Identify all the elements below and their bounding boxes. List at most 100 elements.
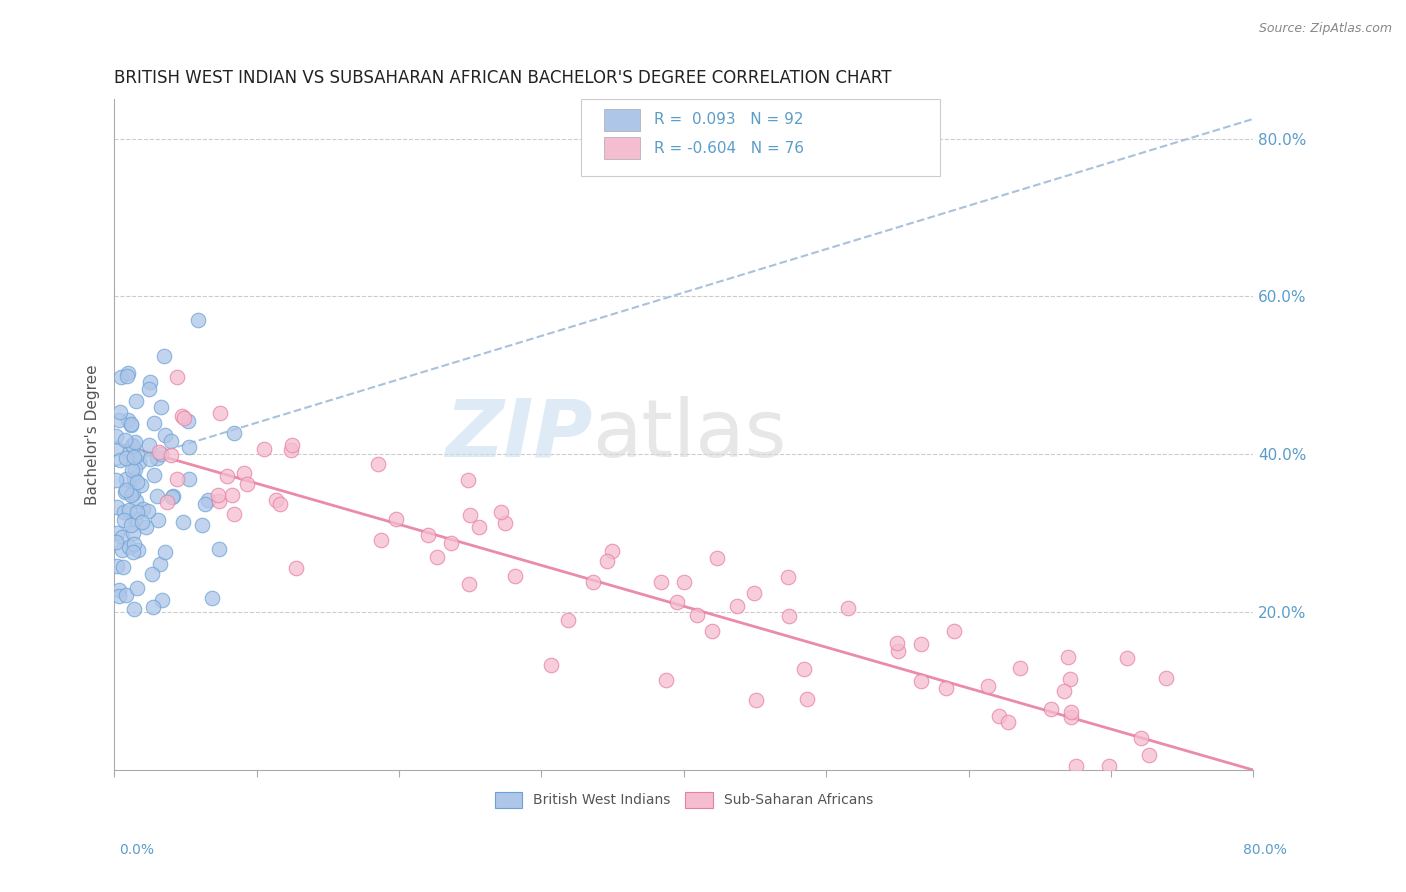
Point <box>655 673 678 687</box>
Point <box>150 400 173 414</box>
Point <box>468 520 491 534</box>
Point <box>170 409 193 423</box>
Point <box>582 575 605 590</box>
Point <box>191 517 214 532</box>
Point <box>426 550 449 565</box>
Point <box>115 472 138 486</box>
Point <box>650 574 672 589</box>
Point <box>125 394 148 409</box>
Point <box>1116 650 1139 665</box>
Point <box>458 577 481 591</box>
Point <box>153 428 176 442</box>
Point <box>166 370 188 384</box>
Point <box>160 490 183 504</box>
Point <box>131 515 153 529</box>
FancyBboxPatch shape <box>605 109 641 131</box>
Point <box>149 558 172 572</box>
Point <box>179 471 201 485</box>
Point <box>460 508 482 522</box>
Point <box>418 528 440 542</box>
Point <box>215 468 238 483</box>
Text: ZIP: ZIP <box>446 395 592 474</box>
Point <box>665 595 688 609</box>
Text: Source: ZipAtlas.com: Source: ZipAtlas.com <box>1258 22 1392 36</box>
Point <box>127 542 149 557</box>
Text: 80.0%: 80.0% <box>1243 843 1286 857</box>
Point <box>107 413 129 427</box>
Point <box>1053 683 1076 698</box>
Point <box>121 438 143 452</box>
Point <box>208 541 231 556</box>
Point <box>105 500 128 514</box>
Point <box>253 442 276 456</box>
Legend: British West Indians, Sub-Saharan Africans: British West Indians, Sub-Saharan Africa… <box>489 786 879 814</box>
Point <box>127 582 149 596</box>
Point <box>160 448 183 462</box>
Point <box>124 461 146 475</box>
Point <box>139 452 162 467</box>
Point <box>1008 660 1031 674</box>
Point <box>117 368 139 383</box>
Point <box>596 554 619 568</box>
Point <box>136 504 159 518</box>
Point <box>150 593 173 607</box>
Point <box>122 602 145 616</box>
Point <box>117 367 139 381</box>
Point <box>910 637 932 651</box>
Point <box>370 533 392 548</box>
Point <box>600 543 623 558</box>
Point <box>104 428 127 442</box>
Point <box>281 438 304 452</box>
Text: R = -0.604   N = 76: R = -0.604 N = 76 <box>654 141 804 156</box>
Point <box>146 514 169 528</box>
Point <box>122 471 145 485</box>
Point <box>138 438 160 452</box>
Point <box>145 489 167 503</box>
Point <box>1156 672 1178 686</box>
Point <box>160 434 183 448</box>
Point <box>114 450 136 465</box>
Point <box>491 505 513 519</box>
Point <box>221 488 243 502</box>
Point <box>208 406 231 420</box>
Point <box>179 440 201 454</box>
Point <box>201 591 224 606</box>
Point <box>112 513 135 527</box>
Point <box>108 405 131 419</box>
Point <box>148 445 170 459</box>
Point <box>977 679 1000 693</box>
Point <box>1057 650 1080 665</box>
Point <box>173 411 195 425</box>
Point <box>107 589 129 603</box>
Point <box>114 434 136 448</box>
Point <box>120 417 142 432</box>
Point <box>384 512 406 526</box>
Point <box>686 607 709 622</box>
Point <box>156 494 179 508</box>
Point <box>778 608 800 623</box>
Point <box>139 375 162 389</box>
Point <box>440 535 463 549</box>
Point <box>725 599 748 613</box>
Point <box>143 467 166 482</box>
Text: atlas: atlas <box>592 395 787 474</box>
Point <box>457 473 479 487</box>
Point <box>142 599 165 614</box>
Point <box>1040 702 1063 716</box>
Point <box>141 566 163 581</box>
Point <box>1060 705 1083 719</box>
Point <box>943 624 966 638</box>
Point <box>128 455 150 469</box>
Point <box>1130 731 1153 746</box>
Point <box>107 582 129 597</box>
Point <box>114 483 136 498</box>
Point <box>121 544 143 558</box>
Point <box>138 382 160 396</box>
Point <box>742 586 765 600</box>
Point <box>887 644 910 658</box>
Point <box>987 709 1010 723</box>
Point <box>207 488 229 502</box>
Point <box>280 443 302 458</box>
Point <box>153 349 176 363</box>
Point <box>1098 759 1121 773</box>
